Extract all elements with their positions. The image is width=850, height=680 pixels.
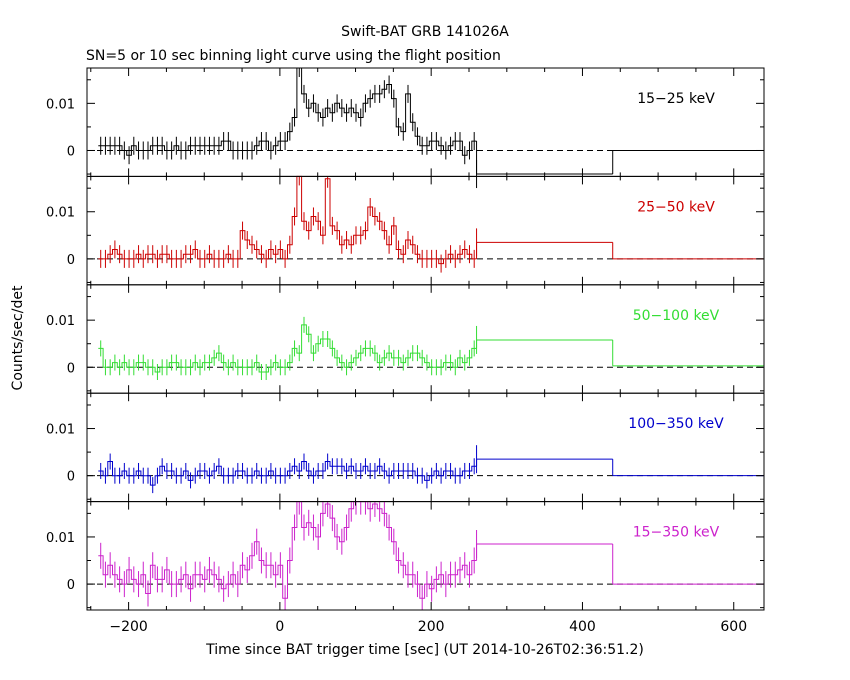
- panel-energy-label: 100−350 keV: [628, 416, 724, 432]
- panel-energy-label: 15−25 keV: [637, 91, 715, 107]
- series-step-line: [98, 67, 477, 156]
- chart-title: Swift-BAT GRB 141026A: [341, 24, 509, 40]
- x-tick-label: 200: [418, 619, 445, 635]
- y-tick-label: 0: [67, 470, 75, 485]
- x-axis-label: Time since BAT trigger time [sec] (UT 20…: [205, 642, 644, 658]
- panel-frame: [86, 392, 765, 503]
- panel-4: 0 0.01 100−350 keV: [46, 392, 765, 503]
- panel-frame: [86, 67, 765, 177]
- y-tick-label: 0: [67, 361, 75, 376]
- panel-2: 0 0.01 25−50 keV: [46, 175, 765, 286]
- y-tick-label: 0.01: [46, 97, 75, 112]
- series-step-line: [98, 461, 477, 486]
- y-axis-label: Counts/sec/det: [10, 285, 26, 390]
- y-tick-label: 0.01: [46, 423, 75, 438]
- series-step-line: [98, 501, 477, 599]
- y-tick-label: 0: [67, 144, 75, 159]
- panel-energy-label: 25−50 keV: [637, 199, 715, 215]
- panels-group: 0 0.01 15−25 keV 0 0.01 25−50 keV 0 0.01 50−100 …: [46, 67, 765, 635]
- panel-energy-label: 15−350 keV: [633, 525, 720, 541]
- panel-1: 0 0.01 15−25 keV: [46, 67, 765, 189]
- panel-5: 0 0.01 15−350 keV: [46, 501, 765, 611]
- y-tick-label: 0: [67, 578, 75, 593]
- panel-energy-label: 50−100 keV: [633, 308, 720, 324]
- x-tick-label: −200: [109, 619, 147, 635]
- x-tick-label: 0: [275, 619, 284, 635]
- y-tick-label: 0.01: [46, 531, 75, 546]
- x-tick-label: 400: [569, 619, 596, 635]
- panel-frame: [86, 501, 765, 611]
- x-tick-label: 600: [720, 619, 747, 635]
- y-tick-label: 0.01: [46, 206, 75, 221]
- panel-frame: [86, 175, 765, 286]
- y-tick-label: 0: [67, 253, 75, 268]
- chart-subtitle: SN=5 or 10 sec binning light curve using…: [86, 48, 501, 64]
- panel-3: 0 0.01 50−100 keV: [46, 284, 765, 394]
- y-tick-label: 0.01: [46, 314, 75, 329]
- series-step-line: [98, 175, 477, 265]
- series-step-line: [98, 324, 477, 373]
- panel-frame: [86, 284, 765, 394]
